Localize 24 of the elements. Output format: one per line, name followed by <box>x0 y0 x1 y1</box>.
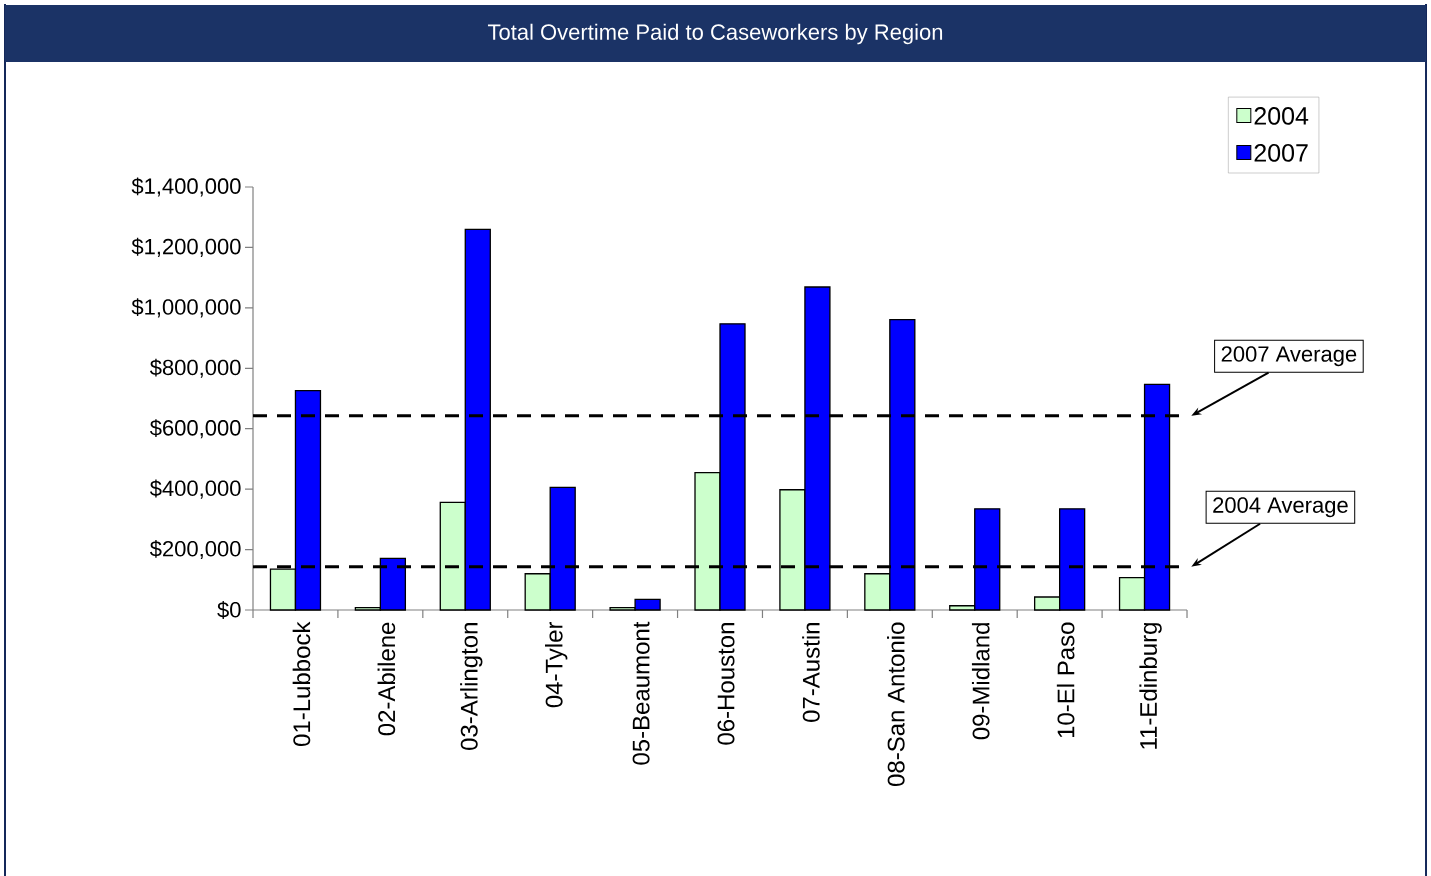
ref-line-label: 2007 Average <box>1221 346 1357 367</box>
y-tick-label: $1,200,000 <box>131 237 241 257</box>
x-tick-label: 07-Austin <box>802 623 820 722</box>
y-tick-label: $1,000,000 <box>131 298 241 318</box>
y-tick-label: $600,000 <box>149 419 241 439</box>
x-tick-label: 09-Midland <box>971 623 990 740</box>
y-tick-label: $800,000 <box>149 358 241 378</box>
x-tick-label: 01-Lubbock <box>292 621 311 747</box>
legend-label: 2004 <box>1254 107 1309 125</box>
x-tick-label: 04-Tyler <box>545 621 568 708</box>
x-tick-label: 10-El Paso <box>1056 622 1075 738</box>
legend-label: 2007 <box>1254 144 1308 162</box>
x-tick-label: 05-Beaumont <box>632 621 650 765</box>
y-tick-label: $0 <box>217 601 241 619</box>
x-tick-label: 06-Houston <box>717 623 735 745</box>
y-tick-label: $200,000 <box>149 540 241 560</box>
chart-title: Total Overtime Paid to Caseworkers by Region <box>487 23 943 45</box>
x-tick-label: 08-San Antonio <box>887 622 905 787</box>
y-tick-label: $400,000 <box>149 479 241 499</box>
x-tick-label: 02-Abilene <box>377 622 396 736</box>
x-tick-label: 11-Edinburg <box>1139 623 1162 749</box>
ref-line-label: 2004 Average <box>1213 497 1348 518</box>
y-tick-label: $1,400,000 <box>131 177 241 197</box>
x-tick-label: 03-Arlington <box>460 623 483 750</box>
